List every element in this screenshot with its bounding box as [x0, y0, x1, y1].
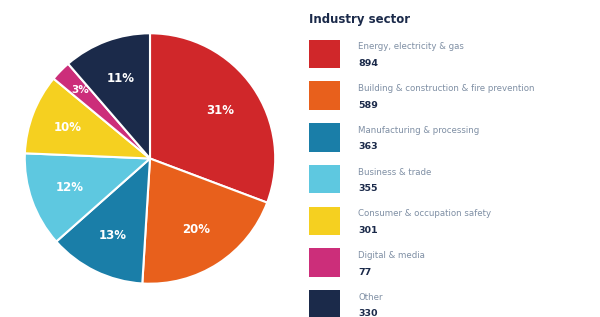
Wedge shape	[142, 158, 267, 284]
FancyBboxPatch shape	[310, 81, 340, 110]
Wedge shape	[25, 79, 150, 158]
Text: 77: 77	[358, 268, 371, 277]
Wedge shape	[53, 64, 150, 158]
Text: 3%: 3%	[71, 85, 89, 95]
Text: 589: 589	[358, 100, 378, 110]
Text: 31%: 31%	[206, 104, 234, 117]
Text: Consumer & occupation safety: Consumer & occupation safety	[358, 209, 491, 218]
Text: 330: 330	[358, 309, 378, 317]
Wedge shape	[25, 153, 150, 242]
Text: 20%: 20%	[182, 223, 210, 236]
Text: 894: 894	[358, 59, 378, 68]
Text: Building & construction & fire prevention: Building & construction & fire preventio…	[358, 84, 535, 93]
Text: 301: 301	[358, 226, 378, 235]
FancyBboxPatch shape	[310, 207, 340, 235]
Text: 11%: 11%	[106, 72, 134, 85]
Wedge shape	[68, 33, 150, 158]
Wedge shape	[56, 158, 150, 283]
FancyBboxPatch shape	[310, 123, 340, 152]
FancyBboxPatch shape	[310, 248, 340, 277]
Text: 13%: 13%	[98, 229, 127, 242]
FancyBboxPatch shape	[310, 40, 340, 68]
Text: 12%: 12%	[56, 181, 84, 194]
Wedge shape	[150, 33, 275, 203]
Text: Other: Other	[358, 293, 383, 302]
Text: Manufacturing & processing: Manufacturing & processing	[358, 126, 479, 135]
Text: 10%: 10%	[54, 120, 82, 133]
FancyBboxPatch shape	[310, 165, 340, 193]
Text: Industry sector: Industry sector	[310, 13, 410, 26]
Text: 355: 355	[358, 184, 378, 193]
Text: Business & trade: Business & trade	[358, 168, 431, 177]
Text: 363: 363	[358, 142, 378, 152]
FancyBboxPatch shape	[310, 290, 340, 317]
Text: Digital & media: Digital & media	[358, 251, 425, 260]
Text: Energy, electricity & gas: Energy, electricity & gas	[358, 42, 464, 51]
